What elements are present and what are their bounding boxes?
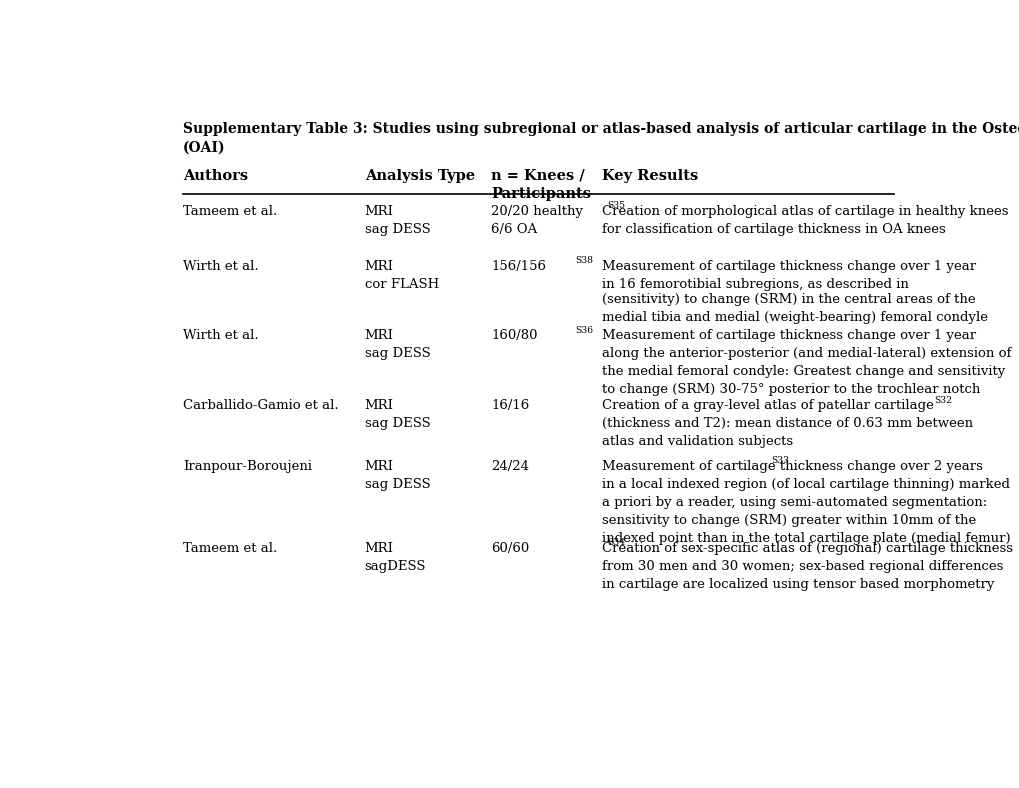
Text: n = Knees /
Participants: n = Knees / Participants xyxy=(491,169,591,201)
Text: S36: S36 xyxy=(575,325,592,335)
Text: Measurement of cartilage thickness change over 2 years
in a local indexed region: Measurement of cartilage thickness chang… xyxy=(601,460,1010,545)
Text: MRI
cor FLASH: MRI cor FLASH xyxy=(365,259,438,291)
Text: Analysis Type: Analysis Type xyxy=(365,169,474,183)
Text: MRI
sag DESS: MRI sag DESS xyxy=(365,460,430,491)
Text: Measurement of cartilage thickness change over 1 year
in 16 femorotibial subregi: Measurement of cartilage thickness chang… xyxy=(601,259,975,291)
Text: Wirth et al.: Wirth et al. xyxy=(182,259,258,273)
Text: Creation of a gray-level atlas of patellar cartilage
(thickness and T2): mean di: Creation of a gray-level atlas of patell… xyxy=(601,400,972,448)
Text: MRI
sagDESS: MRI sagDESS xyxy=(365,541,426,573)
Text: 160/80: 160/80 xyxy=(491,329,537,342)
Text: Tameem et al.: Tameem et al. xyxy=(182,205,277,218)
Text: Creation of sex-specific atlas of (regional) cartilage thickness
from 30 men and: Creation of sex-specific atlas of (regio… xyxy=(601,541,1012,591)
Text: S33: S33 xyxy=(770,456,788,465)
Text: Iranpour-Boroujeni: Iranpour-Boroujeni xyxy=(182,460,312,473)
Text: MRI
sag DESS: MRI sag DESS xyxy=(365,329,430,360)
Text: S35: S35 xyxy=(607,202,625,210)
Text: S32: S32 xyxy=(933,396,952,404)
Text: 24/24: 24/24 xyxy=(491,460,529,473)
Text: Authors: Authors xyxy=(182,169,248,183)
Text: 16/16: 16/16 xyxy=(491,400,529,412)
Text: 20/20 healthy
6/6 OA: 20/20 healthy 6/6 OA xyxy=(491,205,583,236)
Text: S38: S38 xyxy=(575,256,592,265)
Text: Carballido-Gamio et al.: Carballido-Gamio et al. xyxy=(182,400,338,412)
Text: S34: S34 xyxy=(607,538,625,547)
Text: MRI
sag DESS: MRI sag DESS xyxy=(365,205,430,236)
Text: Key Results: Key Results xyxy=(601,169,697,183)
Text: Creation of morphological atlas of cartilage in healthy knees
for classification: Creation of morphological atlas of carti… xyxy=(601,205,1008,236)
Text: (sensitivity) to change (SRM) in the central areas of the
medial tibia and media: (sensitivity) to change (SRM) in the cen… xyxy=(601,293,986,325)
Text: MRI
sag DESS: MRI sag DESS xyxy=(365,400,430,430)
Text: 156/156: 156/156 xyxy=(491,259,545,273)
Text: (OAI): (OAI) xyxy=(182,141,225,154)
Text: 60/60: 60/60 xyxy=(491,541,529,555)
Text: Wirth et al.: Wirth et al. xyxy=(182,329,258,342)
Text: Supplementary Table 3: Studies using subregional or atlas-based analysis of arti: Supplementary Table 3: Studies using sub… xyxy=(182,122,1019,136)
Text: Tameem et al.: Tameem et al. xyxy=(182,541,277,555)
Text: Measurement of cartilage thickness change over 1 year
along the anterior-posteri: Measurement of cartilage thickness chang… xyxy=(601,329,1010,396)
